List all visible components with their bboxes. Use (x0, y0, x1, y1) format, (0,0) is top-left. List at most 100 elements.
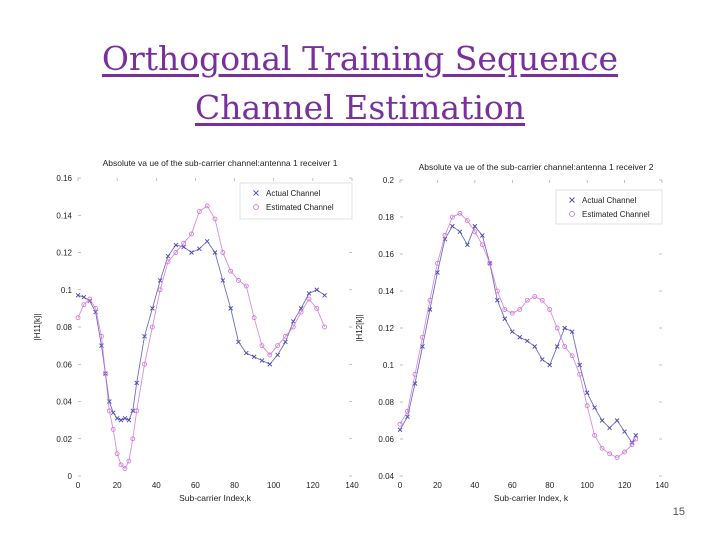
data-point (599, 445, 605, 451)
data-point (397, 427, 403, 433)
data-point (275, 343, 281, 349)
data-point (220, 278, 226, 283)
y-tick-label: 0.1 (61, 286, 73, 295)
data-point (275, 352, 280, 358)
y-tick-label: 0.2 (383, 176, 395, 185)
data-point (547, 362, 553, 368)
data-point (569, 329, 575, 335)
y-tick-label: 0.06 (378, 435, 394, 444)
data-point (633, 436, 639, 442)
slide-number: 15 (672, 506, 685, 518)
data-point (457, 210, 463, 216)
data-point (181, 240, 187, 246)
data-point (502, 316, 508, 322)
data-point (134, 408, 140, 414)
data-point (306, 296, 312, 302)
data-point (569, 353, 575, 359)
legend-box (239, 182, 353, 220)
data-point (118, 462, 124, 468)
data-point (103, 371, 108, 376)
data-point (130, 408, 136, 414)
data-point (532, 294, 538, 299)
data-point (405, 414, 410, 420)
legend-label: Estimated Channel (266, 203, 334, 212)
legend-label: Actual Channel (582, 196, 636, 205)
data-point (259, 358, 265, 363)
y-tick-label: 0.16 (56, 174, 72, 183)
data-point (599, 418, 605, 423)
data-point (142, 361, 147, 367)
data-point (464, 218, 470, 224)
data-point (547, 307, 553, 312)
data-point (290, 319, 296, 324)
x-axis-label: Sub-carrier Index,k (179, 493, 252, 503)
data-point (622, 429, 627, 434)
data-point (539, 297, 545, 303)
data-point (236, 278, 241, 283)
data-point (435, 260, 440, 266)
x-tick-label: 120 (306, 481, 320, 490)
data-point (173, 250, 179, 255)
data-point (197, 246, 202, 252)
series-actual-channel (75, 239, 327, 423)
data-point (118, 417, 124, 423)
x-axis-label: Sub-carrier Index, k (494, 493, 569, 503)
x-tick-label: 140 (655, 481, 669, 490)
data-point (509, 329, 515, 335)
data-point (189, 231, 194, 237)
data-point (165, 259, 171, 265)
data-point (480, 233, 485, 238)
data-point (87, 296, 93, 302)
data-point (420, 334, 425, 340)
x-tick-label: 60 (191, 481, 200, 490)
data-point (181, 244, 187, 250)
data-point (472, 223, 478, 229)
data-point (607, 425, 612, 431)
chart-title: Absolute va ue of the sub-carrier channe… (103, 158, 338, 168)
data-point (577, 371, 583, 377)
data-point (204, 239, 210, 244)
x-tick-label: 0 (398, 481, 403, 490)
x-tick-label: 20 (113, 481, 122, 490)
data-point (614, 418, 620, 423)
data-point (465, 242, 470, 248)
data-point (196, 209, 202, 214)
data-point (157, 287, 163, 293)
data-point (322, 324, 328, 330)
x-tick-label: 140 (345, 481, 359, 490)
data-point (114, 451, 120, 457)
data-point (122, 466, 128, 471)
data-point (450, 223, 455, 229)
data-point (405, 408, 410, 414)
data-point (142, 333, 147, 339)
data-point (427, 297, 433, 303)
data-point (592, 405, 597, 410)
data-point (149, 324, 155, 330)
series-line (399, 225, 637, 444)
data-point (114, 415, 120, 421)
x-tick-label: 80 (545, 481, 554, 490)
data-point (397, 421, 403, 427)
chart-2: Absolute va ue of the sub-carrier channe… (355, 162, 669, 503)
data-point (228, 268, 234, 274)
data-point (622, 449, 627, 455)
data-point (212, 216, 218, 222)
chart-1: Absolute va ue of the sub-carrier channe… (33, 158, 359, 503)
x-tick-label: 100 (267, 481, 281, 490)
data-point (502, 307, 508, 312)
data-point (479, 242, 485, 248)
slide-title-line1: Orthogonal Training Sequence (101, 39, 619, 78)
data-point (532, 344, 538, 349)
data-point (110, 427, 116, 432)
data-point (251, 315, 257, 321)
data-point (75, 315, 81, 321)
data-point (577, 362, 582, 368)
data-point (306, 291, 312, 296)
y-tick-label: 0.12 (378, 324, 394, 333)
data-point (267, 352, 273, 358)
data-point (243, 350, 249, 356)
y-tick-label: 0 (68, 472, 73, 481)
y-tick-label: 0.08 (378, 398, 394, 407)
data-point (562, 325, 568, 331)
